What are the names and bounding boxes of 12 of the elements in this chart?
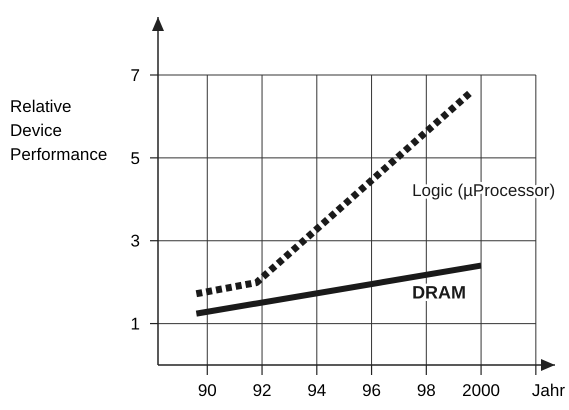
y-tick-label: 1 (130, 314, 140, 334)
x-tick-label: 90 (198, 381, 217, 400)
x-tick-label: 96 (362, 381, 382, 400)
y-axis-title: Relative Device Performance (10, 97, 108, 164)
x-tick-label: 92 (252, 381, 272, 400)
y-tick-label: 7 (130, 66, 140, 85)
x-tick-label: 94 (307, 381, 326, 400)
x-tick-label: 98 (416, 381, 436, 400)
x-tick-label: 2000 (462, 381, 500, 400)
y-tick-label: 5 (130, 148, 140, 168)
y-tick-label: 3 (130, 232, 140, 251)
x-axis-title: Jahr (532, 381, 566, 400)
